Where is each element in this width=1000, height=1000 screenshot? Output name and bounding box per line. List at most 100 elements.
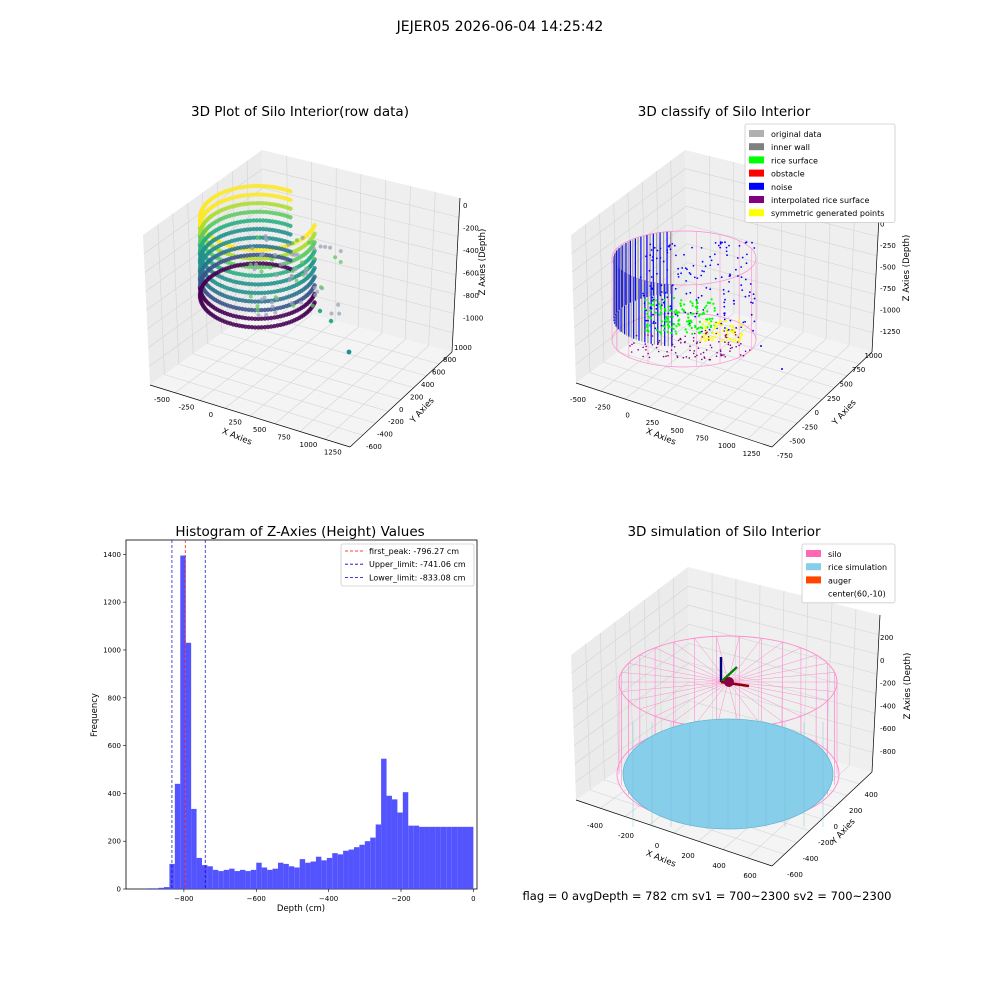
noise-point: [744, 278, 747, 281]
interpolated-point: [735, 345, 737, 348]
interpolated-point: [738, 344, 740, 347]
z-axis-label: Z Axies (Depth): [902, 235, 912, 302]
rice-surface-point: [646, 312, 649, 315]
data-point: [262, 316, 268, 321]
rice-surface-point: [687, 316, 690, 319]
interpolated-point: [629, 345, 631, 347]
noise-point: [686, 268, 688, 271]
y-tick-label: 1000: [103, 646, 121, 654]
symmetric-point: [734, 338, 737, 342]
z-tick-label: -500: [880, 264, 896, 272]
grid-line: [643, 599, 648, 751]
histogram-bar: [353, 847, 360, 889]
interpolated-point: [700, 353, 702, 355]
data-point: [294, 278, 299, 283]
data-point: [261, 218, 266, 223]
rice-surface-point: [660, 332, 663, 335]
grid-line: [575, 700, 874, 783]
interpolated-point: [677, 339, 680, 342]
rice-surface-point: [670, 331, 673, 334]
rice-surface-point: [659, 305, 662, 308]
data-point: [249, 299, 255, 304]
histogram-bar: [185, 642, 192, 889]
interpolated-point: [676, 355, 678, 357]
data-point: [292, 252, 297, 257]
data-point: [259, 264, 264, 270]
rice-surface-point: [705, 304, 708, 307]
data-point: [265, 273, 271, 278]
symmetric-point: [726, 337, 730, 340]
data-point: [244, 236, 250, 241]
z-tick-label: -1250: [880, 328, 900, 336]
silo-roof-line: [727, 681, 835, 692]
interpolated-point: [744, 350, 747, 353]
data-point: [259, 247, 264, 253]
data-point: [265, 290, 271, 295]
noise-point: [677, 273, 679, 275]
interpolated-point: [739, 354, 742, 356]
data-point: [252, 267, 257, 271]
rice-surface-point: [675, 311, 678, 314]
data-point: [264, 201, 269, 206]
noise-point: [645, 319, 648, 322]
data-point: [264, 192, 269, 198]
data-point: [256, 316, 261, 321]
data-point: [265, 324, 271, 330]
noise-point: [745, 262, 748, 265]
noise-point: [720, 276, 723, 279]
noise-point: [736, 257, 739, 259]
legend-label: auger: [828, 576, 852, 585]
histogram-bar: [397, 812, 403, 889]
noise-point: [660, 324, 663, 327]
data-point: [259, 282, 264, 287]
z-tick-label: -200: [463, 225, 479, 233]
grid-line: [573, 243, 876, 328]
silo-roof-line: [628, 681, 729, 701]
rice-surface-point: [685, 320, 689, 323]
data-point: [259, 316, 264, 321]
interpolated-point: [692, 336, 695, 339]
data-point: [253, 299, 258, 304]
noise-point: [653, 320, 655, 323]
interpolated-point: [657, 350, 660, 353]
interpolated-point: [635, 334, 638, 337]
y-tick-label: 400: [421, 381, 434, 389]
histogram-bar: [267, 869, 273, 889]
interpolated-point: [719, 350, 722, 353]
x-axis-line: [575, 799, 773, 867]
interpolated-point: [642, 346, 644, 349]
x-tick-label: 1000: [299, 441, 317, 449]
noise-point: [741, 256, 744, 259]
data-point: [246, 273, 251, 278]
rice-surface-point: [698, 313, 702, 316]
noise-point: [744, 320, 746, 323]
noise-point: [735, 268, 737, 271]
data-point: [246, 290, 251, 295]
panel-simulation-3d: 3D simulation of Silo Interior -400-2000…: [571, 524, 913, 880]
noise-point: [714, 242, 717, 244]
noise-point: [740, 276, 743, 278]
noise-point: [709, 288, 712, 291]
rice-surface-point: [690, 321, 693, 324]
rice-surface-point: [681, 308, 684, 311]
noise-point: [709, 255, 711, 258]
data-point: [291, 303, 296, 308]
data-point: [265, 307, 271, 312]
histogram-bar: [256, 862, 262, 889]
silo-roof-line: [727, 647, 802, 683]
data-point: [238, 185, 243, 190]
data-point: [260, 251, 265, 256]
silo-roof-line: [654, 647, 729, 683]
rice-surface-point: [666, 320, 669, 323]
interpolated-point: [724, 334, 727, 337]
histogram-bar: [332, 853, 338, 889]
x-axis-label: X Axies: [644, 849, 677, 870]
data-point: [262, 273, 268, 278]
histogram-bar: [288, 866, 295, 889]
legend-label: noise: [771, 183, 792, 192]
rice-surface-point: [668, 320, 671, 323]
data-point: [264, 184, 269, 189]
noise-point: [666, 249, 668, 252]
noise-point: [649, 254, 652, 256]
grid-line: [848, 608, 857, 766]
